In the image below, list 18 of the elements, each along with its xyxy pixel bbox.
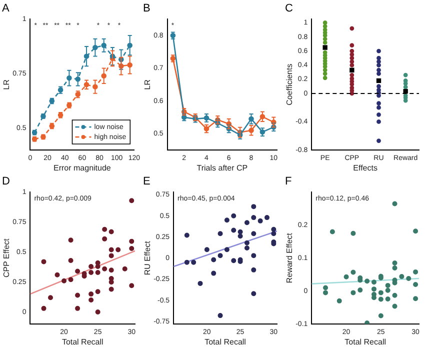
x-axis-title: Trials after CP [196, 163, 248, 172]
y-axis-title: Reward Effect [285, 232, 294, 284]
y-axis-title: LR [2, 79, 12, 90]
y-axis-title: LR [143, 79, 152, 90]
chart-title: F [285, 176, 292, 188]
y-axis-title: Coefficients [285, 64, 294, 106]
x-axis-title: Total Recall [62, 337, 104, 346]
y-axis-title: CPP Effect [2, 238, 12, 278]
chart-title: B [143, 2, 150, 15]
x-axis-title: Total Recall [344, 337, 386, 346]
chart-title: C [285, 2, 293, 15]
y-axis-title: RU Effect [143, 240, 152, 276]
chart-title: E [143, 176, 150, 188]
x-axis-title: Error magnitude [54, 163, 112, 172]
x-axis-title: Total Recall [204, 337, 246, 346]
chart-title: A [2, 2, 10, 15]
chart-title: D [2, 176, 10, 188]
x-axis-title: Effects [353, 163, 378, 172]
